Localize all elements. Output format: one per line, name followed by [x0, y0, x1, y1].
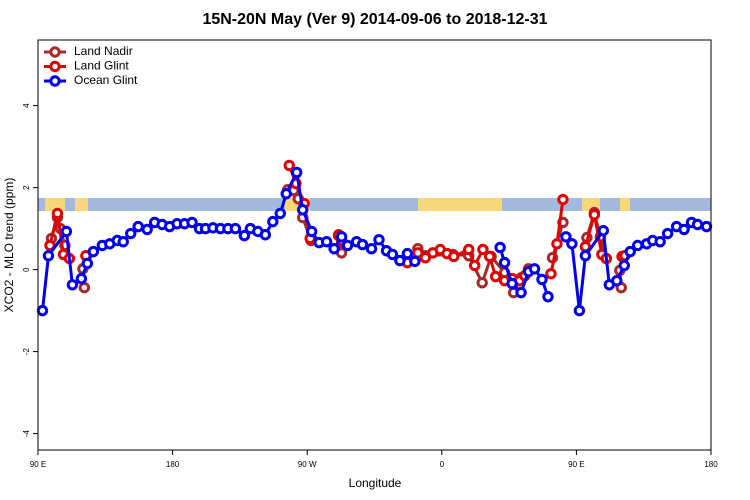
data-point — [419, 252, 432, 264]
y-tick-label: 4 — [22, 103, 31, 108]
legend-label: Ocean Glint — [74, 73, 138, 87]
land-band — [620, 198, 630, 211]
data-point — [469, 259, 481, 272]
data-point — [661, 227, 674, 240]
data-point — [401, 247, 414, 260]
ocean-band — [38, 198, 711, 211]
data-point — [579, 249, 592, 262]
data-point — [186, 216, 198, 229]
data-point — [328, 242, 340, 255]
data-point — [542, 290, 554, 303]
data-point — [305, 225, 318, 238]
data-point — [259, 229, 272, 241]
data-point — [274, 207, 286, 220]
data-point — [229, 222, 242, 235]
data-point — [87, 245, 100, 258]
data-point — [476, 277, 488, 289]
data-point — [365, 242, 378, 255]
data-point — [678, 223, 690, 236]
data-point — [291, 166, 303, 179]
data-point — [515, 286, 527, 299]
data-point — [528, 263, 541, 275]
data-point — [477, 243, 489, 256]
data-point — [125, 227, 137, 240]
data-point — [335, 231, 348, 243]
data-point — [75, 272, 88, 285]
land-mask — [38, 198, 711, 211]
data-point — [78, 281, 91, 294]
legend-label: Land Nadir — [74, 44, 133, 58]
data-point — [66, 279, 79, 291]
data-point — [597, 224, 610, 237]
data-point — [654, 236, 666, 248]
data-point — [141, 223, 153, 236]
legend-marker — [49, 75, 61, 87]
data-point — [624, 245, 636, 258]
data-point — [44, 239, 56, 252]
data-point — [573, 304, 586, 317]
x-tick-label: 90 E — [568, 460, 584, 469]
data-point — [566, 238, 578, 250]
data-point — [506, 277, 518, 290]
y-tick-label: -2 — [22, 347, 31, 355]
data-point — [632, 239, 644, 252]
plot-frame — [37, 39, 712, 451]
data-point — [81, 257, 94, 270]
land-band — [45, 198, 65, 211]
x-axis-title: Longitude — [349, 476, 402, 490]
data-point — [700, 220, 713, 233]
data-point — [42, 249, 55, 262]
data-point — [409, 255, 421, 268]
data-point — [297, 204, 309, 216]
data-point — [238, 229, 251, 242]
data-point — [545, 268, 557, 280]
plot-area — [36, 159, 713, 317]
data-point — [494, 241, 506, 254]
data-point — [356, 238, 369, 251]
data-point — [373, 233, 385, 246]
data-point — [267, 215, 279, 228]
data-point — [691, 218, 704, 231]
data-point — [536, 273, 548, 286]
data-point — [557, 193, 569, 206]
data-point — [341, 239, 354, 252]
chart-title: 15N-20N May (Ver 9) 2014-09-06 to 2018-1… — [202, 11, 547, 28]
y-tick-label: 2 — [22, 185, 31, 190]
data-point — [498, 256, 511, 269]
x-tick-label: 180 — [166, 460, 180, 469]
legend-marker — [49, 46, 61, 58]
x-tick-label: 90 E — [30, 460, 46, 469]
data-point — [588, 208, 601, 221]
data-point — [560, 231, 572, 243]
land-band — [75, 198, 88, 211]
data-point — [463, 243, 475, 256]
land-band — [418, 198, 502, 211]
data-point — [551, 238, 563, 250]
legend-label: Land Glint — [74, 59, 129, 73]
data-point — [448, 250, 460, 263]
y-tick-label: -4 — [22, 429, 31, 437]
x-tick-label: 90 W — [298, 460, 317, 469]
data-point — [611, 274, 623, 287]
data-point — [618, 259, 630, 272]
data-point — [36, 304, 49, 317]
data-point — [283, 159, 295, 172]
data-point — [394, 254, 406, 267]
legend-marker — [49, 60, 61, 73]
data-point — [483, 250, 496, 263]
data-point — [51, 207, 64, 220]
data-point — [132, 220, 144, 233]
data-point — [320, 236, 333, 248]
y-tick-label: 0 — [22, 267, 31, 272]
y-axis-title: XCO2 - MLO trend (ppm) — [2, 178, 16, 313]
data-point — [60, 225, 73, 238]
data-point — [489, 270, 502, 283]
data-point — [280, 188, 292, 200]
x-tick-label: 180 — [704, 460, 718, 469]
data-point — [386, 248, 399, 261]
data-point — [117, 236, 129, 248]
x-tick-label: 0 — [440, 460, 445, 469]
